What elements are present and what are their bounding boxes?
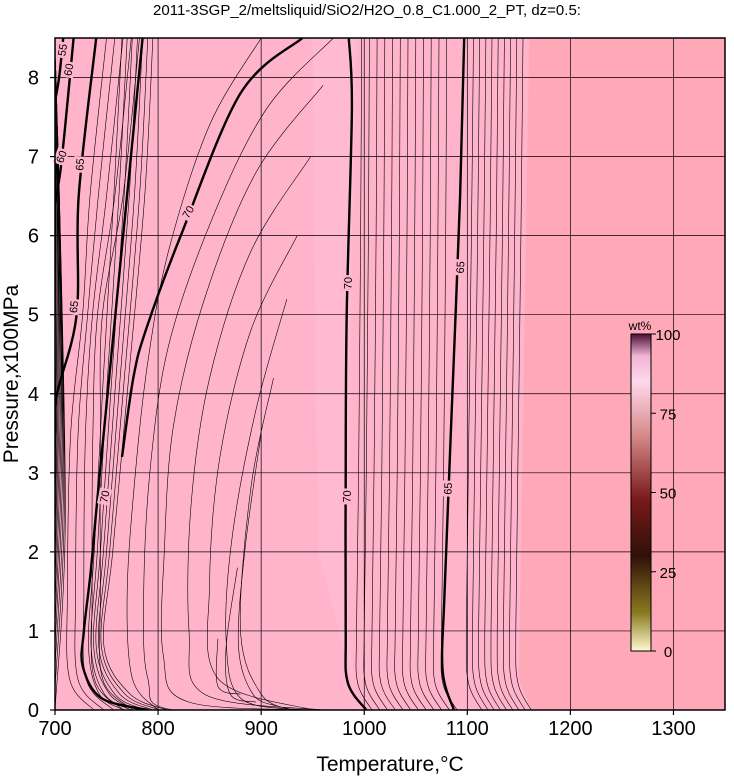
y-tick-label: 3 <box>28 463 39 485</box>
contour-label-bg <box>441 480 455 497</box>
y-tick-label: 8 <box>28 68 39 90</box>
y-tick-label: 5 <box>28 305 39 327</box>
chart-title: 2011-3SGP_2/meltsliquid/SiO2/H2O_0.8_C1.… <box>153 2 581 19</box>
colorbar-gradient <box>630 333 652 652</box>
minor-contour-line <box>160 85 334 710</box>
minor-contour-line <box>90 38 132 710</box>
x-tick-label: 1200 <box>548 718 593 740</box>
contour-label: 70 <box>98 489 112 503</box>
y-tick-label: 4 <box>28 384 39 406</box>
minor-contour-line <box>98 38 154 710</box>
contour-label: 60 <box>62 63 76 77</box>
minor-contour-line <box>100 38 161 710</box>
colorbar-tick-label: 25 <box>660 565 677 582</box>
minor-contour-line <box>55 180 66 710</box>
y-tick-label: 2 <box>28 542 39 564</box>
minor-contour-line <box>95 38 146 710</box>
contour-label-bg <box>340 488 353 505</box>
contour-label-bg <box>52 147 70 167</box>
contour-label-bg <box>96 487 113 506</box>
plot-area <box>55 38 725 710</box>
contour-label-bg <box>54 40 70 59</box>
contour-label-bg <box>341 274 354 292</box>
x-tick-label: 1300 <box>651 718 696 740</box>
colorbar-tick-label: 75 <box>660 406 677 423</box>
minor-contour-line <box>66 38 107 710</box>
contour-label: 65 <box>455 261 468 274</box>
x-tick-label: 1000 <box>342 718 387 740</box>
minor-contour-line <box>225 298 303 710</box>
minor-contour-line <box>187 156 324 710</box>
minor-contour-line <box>90 38 132 710</box>
y-tick-label: 1 <box>28 621 39 643</box>
minor-contour-line <box>74 38 116 710</box>
colorbar-tick-label: 50 <box>660 486 677 503</box>
contour-label: 70 <box>341 490 353 503</box>
contour-line-65 <box>440 38 466 710</box>
contour-label: 65 <box>74 158 87 171</box>
contour-line-70 <box>120 38 304 458</box>
x-axis-label: Temperature,°C <box>316 753 463 776</box>
y-tick-label: 7 <box>28 147 39 169</box>
x-tick-label: 1100 <box>446 718 489 740</box>
contour-label: 70 <box>181 204 198 221</box>
minor-contour-line <box>215 638 241 695</box>
contour-label-bg <box>66 298 81 316</box>
minor-contour-line <box>99 38 140 710</box>
y-tick-label: 6 <box>28 226 39 248</box>
contour-line-65 <box>55 38 98 434</box>
colorbar-tick-label: 0 <box>664 644 672 661</box>
x-tick-label: 700 <box>38 718 71 740</box>
y-axis-label: Pressure,x100MPa <box>0 284 23 463</box>
y-tick-label: 0 <box>28 700 39 722</box>
contour-line-70 <box>344 38 368 710</box>
colorbar: wt% 0 25 50 75 100 <box>628 319 681 661</box>
major-contours <box>55 38 466 710</box>
plot-frame <box>54 37 726 711</box>
contour-label: 60 <box>54 149 69 165</box>
contour-label-bg <box>61 60 76 79</box>
minor-contour-line <box>88 38 125 710</box>
x-tick-label: 900 <box>244 718 277 740</box>
colorbar-label: wt% <box>628 319 652 333</box>
minor-contour-line <box>103 38 168 710</box>
contour-label: 65 <box>442 482 455 495</box>
contour-label: 55 <box>56 43 70 57</box>
contour-label-bg <box>453 258 467 276</box>
minor-contour-line <box>93 38 139 710</box>
contour-label: 65 <box>68 300 82 314</box>
contour-label: 70 <box>342 277 354 290</box>
contour-labels: 70 70 70 70 65 65 65 65 60 60 55 <box>52 40 468 506</box>
plot-region-light <box>55 38 532 710</box>
x-tick-label: 800 <box>141 718 174 740</box>
contour-label-bg <box>73 156 87 173</box>
colorbar-tick-label: 100 <box>655 327 680 344</box>
minor-contour-line <box>225 567 257 703</box>
contour-line-70 <box>80 38 149 710</box>
minor-contour-line <box>126 38 262 710</box>
minor-contour-line <box>237 433 277 707</box>
contour-label-bg <box>178 201 198 222</box>
minor-contour-line <box>239 377 293 710</box>
minor-contour-line <box>206 235 313 710</box>
